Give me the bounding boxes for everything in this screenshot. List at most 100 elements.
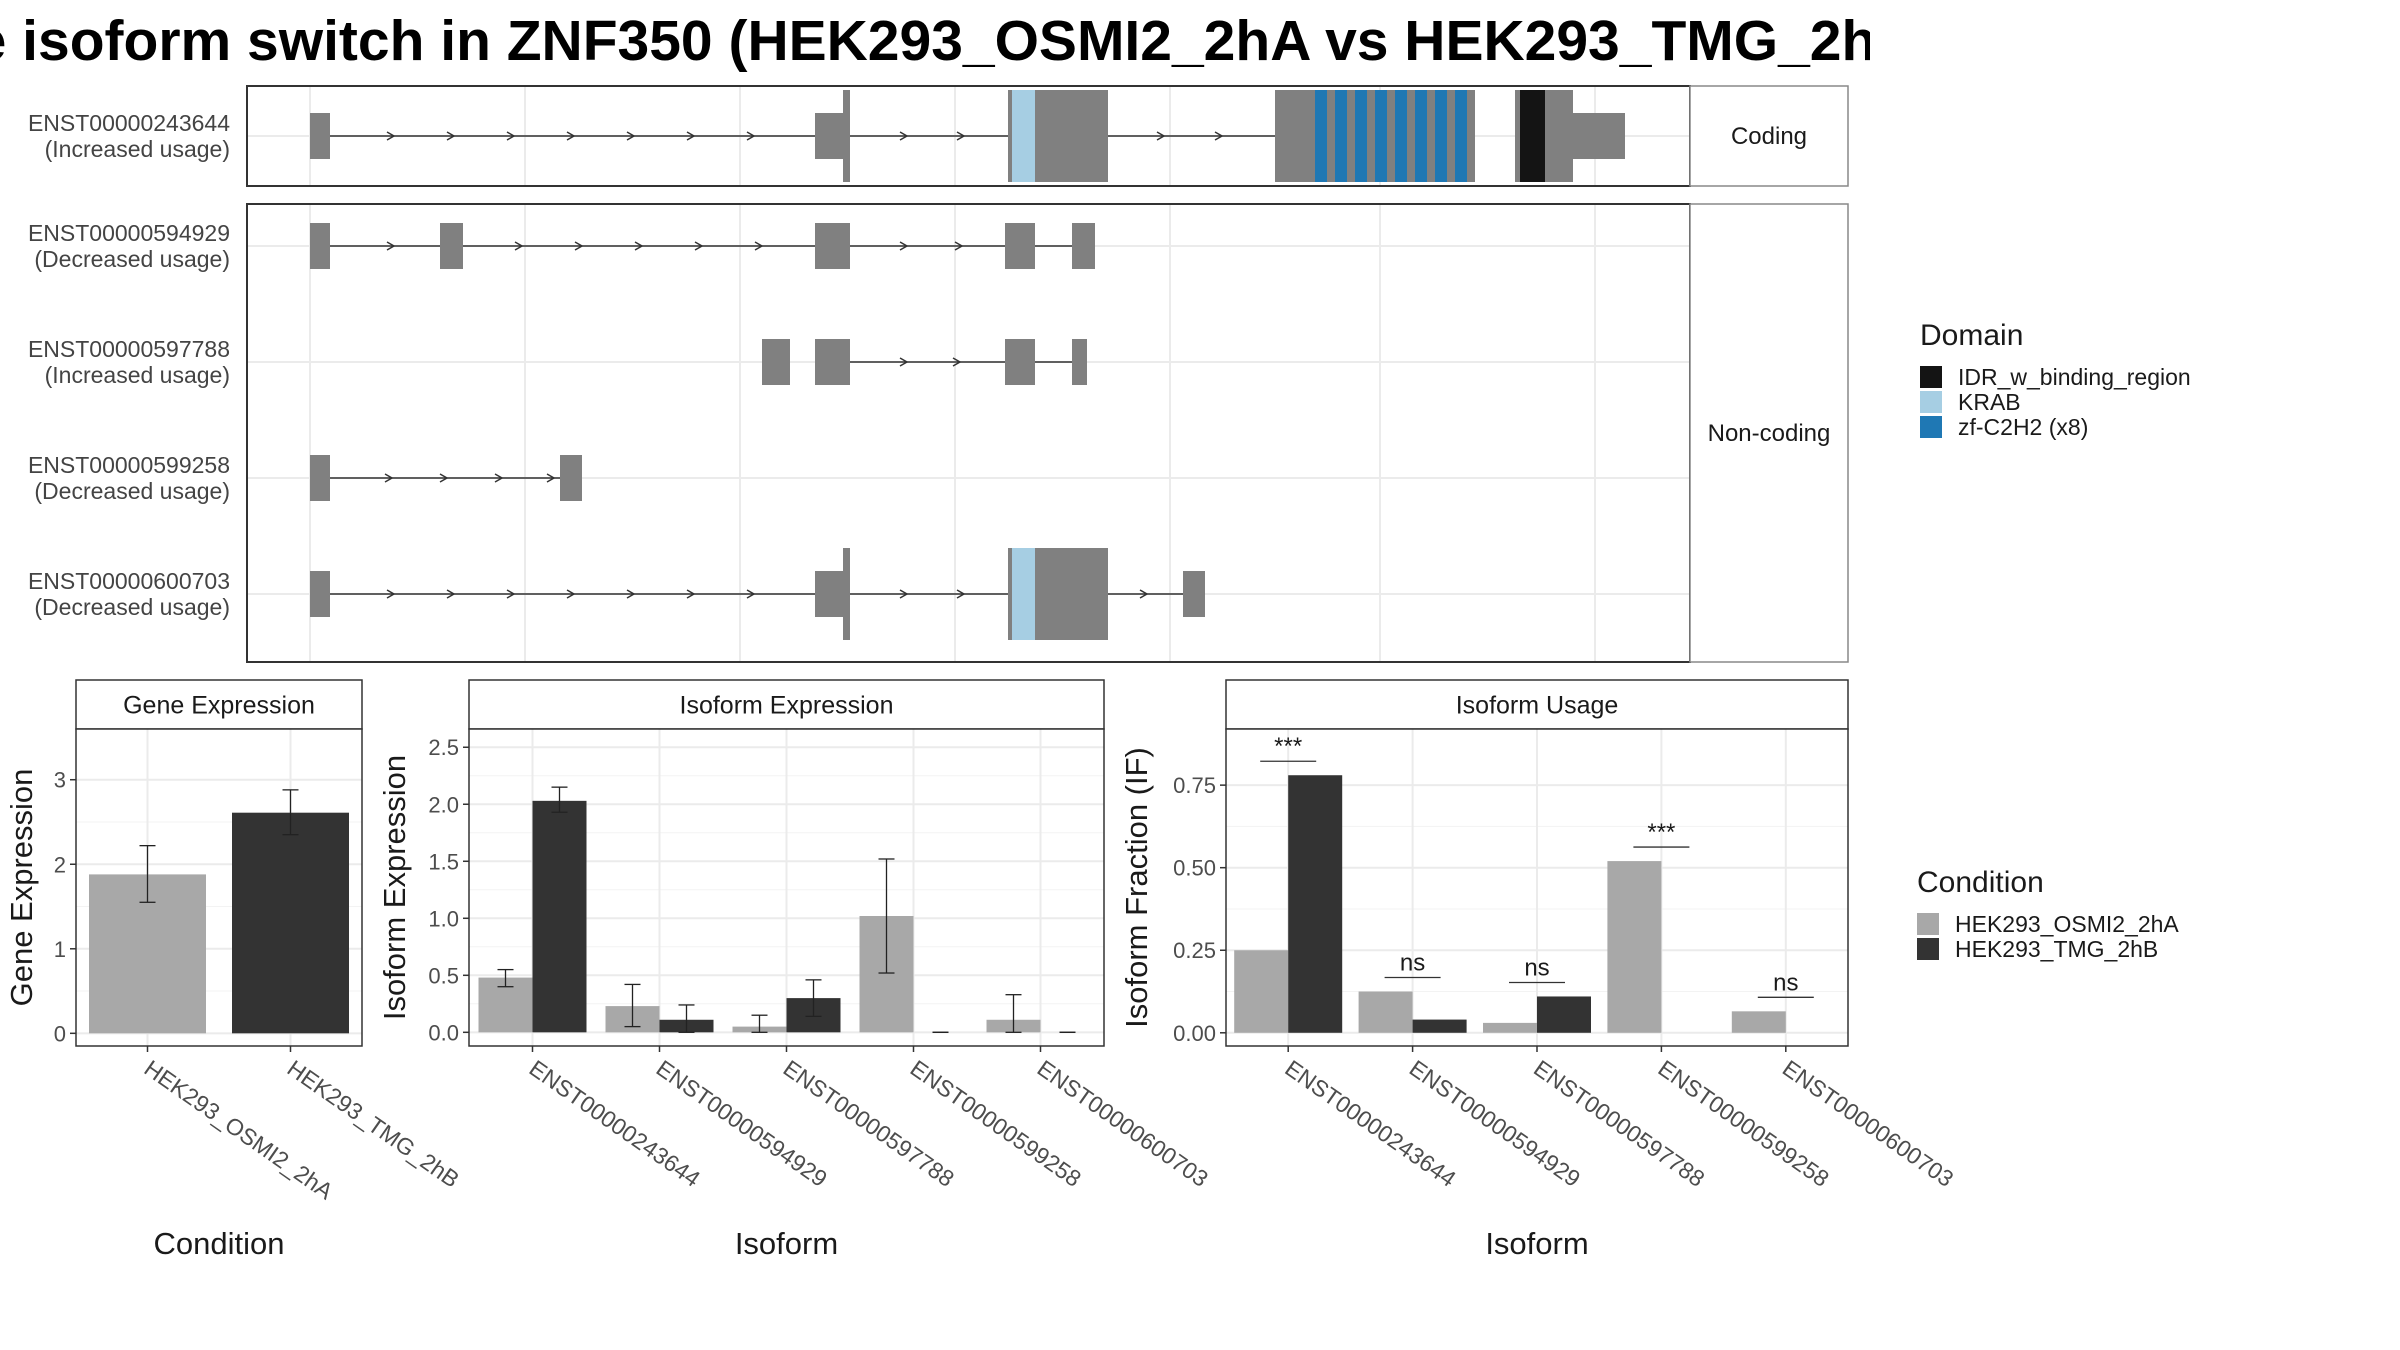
isoform-usage-label: (Decreased usage) — [34, 594, 230, 620]
exon — [815, 339, 850, 385]
isoform-label: ENST00000600703 — [28, 568, 230, 594]
bar — [1537, 996, 1591, 1033]
strand-arrow — [899, 241, 909, 251]
exon — [762, 339, 790, 385]
strand-arrow — [386, 241, 396, 251]
exon — [815, 223, 850, 269]
exon — [1467, 90, 1475, 182]
significance-label: ns — [1400, 950, 1425, 977]
y-tick-label: 0.25 — [1173, 938, 1216, 963]
plot-background — [247, 204, 1690, 662]
domain-legend-key — [1920, 391, 1942, 413]
strand-arrow — [1214, 131, 1224, 141]
exon — [1035, 90, 1075, 182]
y-tick-label: 2 — [54, 852, 66, 877]
bar — [1731, 1011, 1786, 1033]
exon — [310, 571, 330, 617]
strand-arrow — [626, 131, 636, 141]
y-tick-label: 0.50 — [1173, 856, 1216, 881]
y-tick-label: 0.0 — [428, 1020, 459, 1045]
y-tick-label: 3 — [54, 768, 66, 793]
zf-c2h2-domain — [1415, 90, 1427, 182]
krab-domain — [1012, 548, 1035, 640]
zf-c2h2-domain — [1375, 90, 1387, 182]
isoform-label: ENST00000597788 — [28, 336, 230, 362]
strand-arrow — [956, 131, 966, 141]
strand-arrow — [506, 589, 516, 599]
plot-border — [75, 728, 363, 1047]
strand-arrow — [746, 131, 756, 141]
facet-strip-label: Non-coding — [1708, 420, 1831, 447]
significance-label: ns — [1773, 969, 1798, 996]
strand-arrow — [446, 131, 456, 141]
noncoding-panel: Non-coding — [246, 203, 1849, 663]
exon — [1005, 223, 1035, 269]
strand-arrow — [566, 589, 576, 599]
y-tick-label: 0.75 — [1173, 773, 1216, 798]
strand-arrow — [494, 473, 504, 483]
y-axis-title: Isoform Fraction (IF) — [1119, 747, 1154, 1028]
bar — [1234, 950, 1289, 1033]
facet-strip — [1689, 85, 1849, 187]
facet-strip — [1225, 679, 1849, 730]
exon — [1573, 113, 1625, 159]
significance-label: *** — [1274, 733, 1302, 760]
y-tick-label: 0.00 — [1173, 1021, 1216, 1046]
strand-arrow — [514, 241, 524, 251]
y-tick-label: 2.0 — [428, 792, 459, 817]
facet-strip — [75, 679, 363, 730]
strand-arrow — [899, 589, 909, 599]
x-axis-title: Isoform — [1485, 1226, 1588, 1261]
isoform-label: ENST00000243644 — [28, 110, 230, 136]
krab-domain — [1012, 90, 1035, 182]
exon — [1387, 90, 1395, 182]
idr-domain — [1520, 90, 1545, 182]
y-tick-label: 1.0 — [428, 906, 459, 931]
exon — [815, 571, 845, 617]
strand-arrow — [746, 589, 756, 599]
zf-c2h2-domain — [1355, 90, 1367, 182]
facet-strip — [468, 679, 1105, 730]
isoform-usage-label: (Increased usage) — [45, 136, 230, 162]
strand-arrow — [634, 241, 644, 251]
significance-label: *** — [1647, 819, 1675, 846]
exon — [815, 113, 845, 159]
exon — [310, 113, 330, 159]
domain-legend-label: KRAB — [1958, 389, 2021, 415]
y-tick-label: 1 — [54, 937, 66, 962]
bar — [232, 812, 349, 1034]
strand-arrow — [574, 241, 584, 251]
exon — [310, 223, 330, 269]
bar — [1412, 1019, 1467, 1033]
exon — [1367, 90, 1375, 182]
figure-title: The isoform switch in ZNF350 (HEK293_OSM… — [0, 9, 1870, 73]
condition-legend-key — [1917, 938, 1939, 960]
strand-arrow — [952, 357, 962, 367]
exon — [1035, 548, 1075, 640]
domain-legend-label: IDR_w_binding_region — [1958, 364, 2191, 390]
exon — [1005, 339, 1035, 385]
x-axis-title: Condition — [154, 1226, 285, 1261]
domain-legend-key — [1920, 416, 1942, 438]
exon — [1075, 548, 1108, 640]
zf-c2h2-domain — [1455, 90, 1467, 182]
zf-c2h2-domain — [1435, 90, 1447, 182]
domain-legend-title: Domain — [1920, 319, 2023, 352]
facet-strip-label: Coding — [1731, 123, 1807, 150]
exon — [1427, 90, 1435, 182]
x-axis-title: Isoform — [735, 1226, 838, 1261]
y-axis-title: Gene Expression — [4, 769, 39, 1007]
exon — [1072, 223, 1095, 269]
strand-arrow — [754, 241, 764, 251]
exon — [1275, 90, 1315, 182]
bar — [1358, 991, 1413, 1033]
exon — [1515, 90, 1520, 182]
strand-arrow — [546, 473, 556, 483]
domain-legend-label: zf-C2H2 (x8) — [1958, 414, 2088, 440]
facet-strip — [1689, 203, 1849, 663]
y-tick-label: 0.5 — [428, 963, 459, 988]
exon — [1072, 339, 1087, 385]
exon — [310, 455, 330, 501]
bar — [532, 800, 587, 1033]
strand-arrow — [956, 589, 966, 599]
